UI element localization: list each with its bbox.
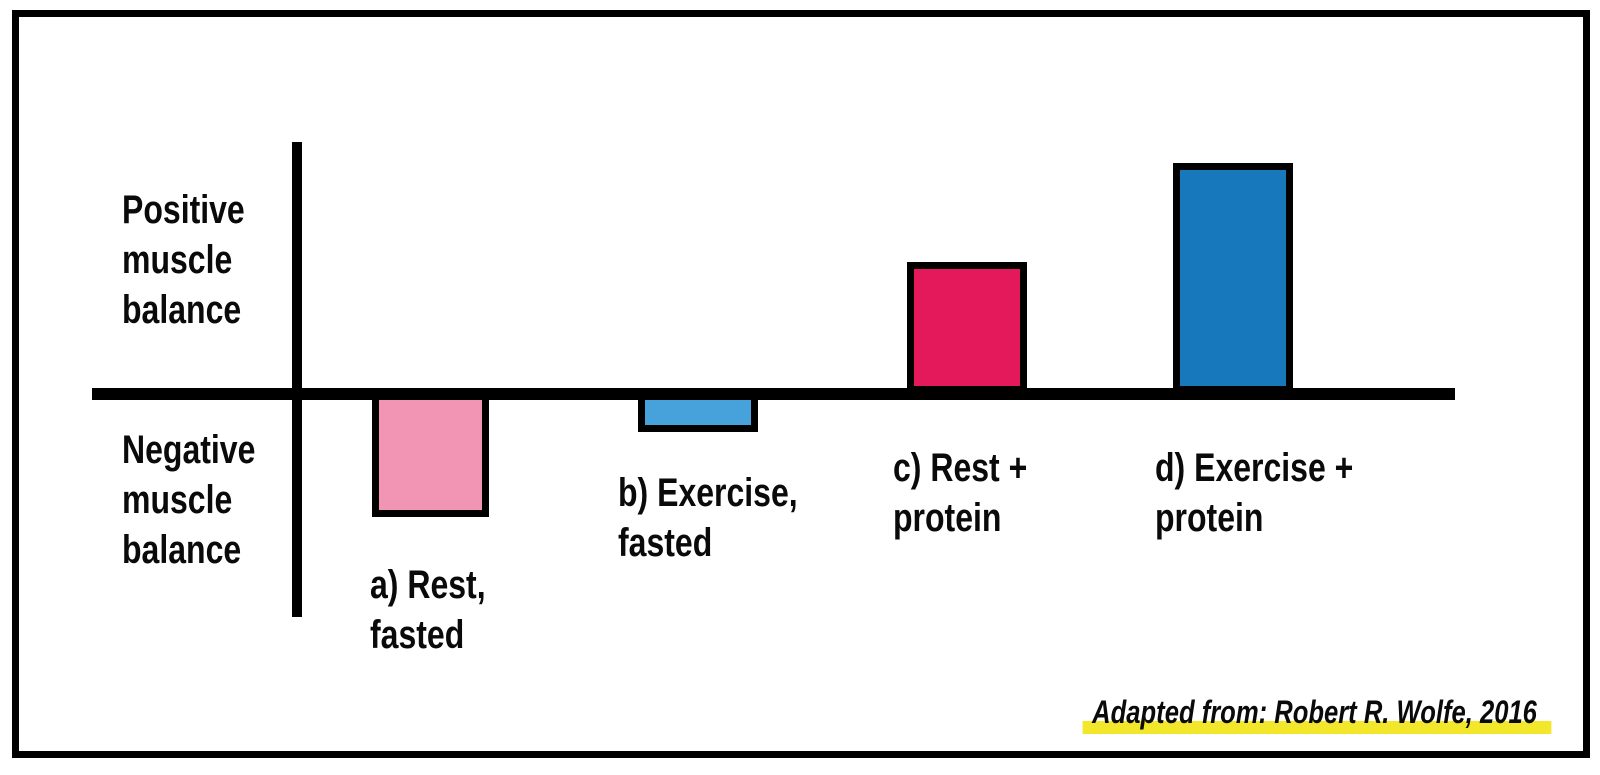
bar-label-rest-fasted: a) Rest, fasted [370, 563, 486, 657]
attribution-highlight [1082, 721, 1552, 734]
bar-label-rest-protein: c) Rest + protein [893, 446, 1028, 540]
bar-rest-protein [907, 262, 1027, 393]
bar-exercise-protein [1173, 163, 1293, 393]
y-axis-line [292, 142, 302, 617]
y-axis-positive-label: Positive muscle balance [122, 188, 245, 332]
bar-label-exercise-protein: d) Exercise + protein [1155, 446, 1354, 540]
attribution: Adapted from: Robert R. Wolfe, 2016 [1082, 694, 1552, 734]
bar-rest-fasted [372, 393, 489, 517]
chart-frame [12, 10, 1590, 758]
bar-label-exercise-fasted: b) Exercise, fasted [618, 471, 798, 565]
x-axis-line [92, 388, 1455, 400]
attribution-text: Adapted from: Robert R. Wolfe, 2016 [1092, 694, 1537, 730]
y-axis-negative-label: Negative muscle balance [122, 428, 256, 572]
